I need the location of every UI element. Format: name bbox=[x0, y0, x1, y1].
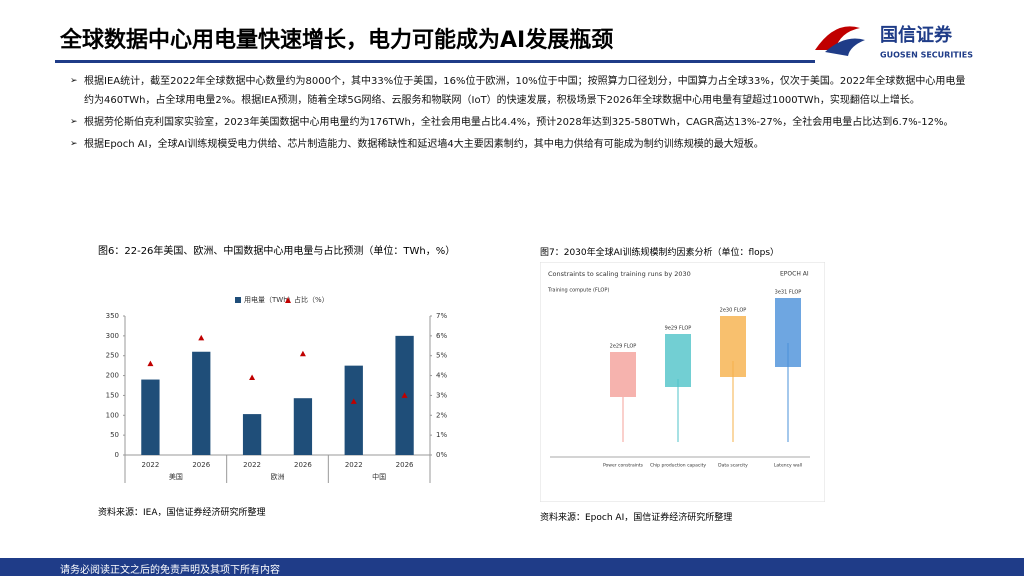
x-tick-label: 2022 bbox=[243, 461, 261, 469]
factor-label: Power constraints bbox=[603, 463, 644, 469]
bar bbox=[344, 365, 363, 455]
y2-tick-label: 7% bbox=[436, 312, 447, 320]
box-label: 3e31 FLOP bbox=[775, 290, 802, 296]
marker bbox=[147, 360, 154, 367]
y2-tick-label: 0% bbox=[436, 451, 447, 459]
footer: 请务必阅读正文之后的免责声明及其项下所有内容 bbox=[60, 565, 280, 576]
fig6-title: 图6：22-26年美国、欧洲、中国数据中心用电量与占比预测（单位：TWh，%） bbox=[98, 246, 456, 257]
marker bbox=[350, 398, 357, 404]
fig7-image: Constraints to scaling training runs by … bbox=[540, 262, 825, 502]
y2-tick-label: 6% bbox=[436, 332, 447, 340]
logo-en: GUOSEN SECURITIES bbox=[880, 51, 973, 60]
y-tick-label: 300 bbox=[106, 332, 119, 340]
x-tick-label: 2022 bbox=[345, 461, 363, 469]
y-tick-label: 0 bbox=[115, 451, 119, 459]
y-tick-label: 50 bbox=[110, 431, 119, 439]
bullets: 根据IEA统计，截至2022年全球数据中心数量约为8000个，其中33%位于美国… bbox=[70, 72, 970, 157]
bar bbox=[242, 414, 262, 455]
legend-label: 用电量（TWh） bbox=[244, 295, 295, 304]
box bbox=[610, 352, 636, 397]
box-label: 9e29 FLOP bbox=[665, 326, 692, 332]
y2-tick-label: 2% bbox=[436, 411, 447, 419]
bullet: 根据Epoch AI，全球AI训练规模受电力供给、芯片制造能力、数据稀缺性和延迟… bbox=[70, 135, 970, 154]
footer-bar bbox=[0, 558, 1024, 576]
x-tick-label: 2022 bbox=[142, 461, 160, 469]
y-tick-label: 250 bbox=[106, 352, 119, 360]
y-tick-label: 100 bbox=[106, 411, 119, 419]
factor-label: Data scarcity bbox=[718, 463, 748, 469]
y2-tick-label: 4% bbox=[436, 372, 447, 380]
slide-title: 全球数据中心用电量快速增长，电力可能成为AI发展瓶颈 bbox=[60, 28, 614, 53]
fig6-source: 资料来源：IEA，国信证券经济研究所整理 bbox=[98, 508, 266, 518]
x-tick-label: 2026 bbox=[192, 461, 210, 469]
x-tick-label: 2026 bbox=[294, 461, 312, 469]
y-tick-label: 350 bbox=[106, 312, 119, 320]
group-label: 中国 bbox=[372, 472, 386, 481]
brand: EPOCH AI bbox=[780, 271, 809, 278]
box-label: 2e30 FLOP bbox=[720, 308, 747, 314]
axis-label: Training compute (FLOP) bbox=[547, 288, 609, 294]
fig7-title: 图7：2030年全球AI训练规模制约因素分析（单位：flops） bbox=[540, 248, 780, 258]
image-title: Constraints to scaling training runs by … bbox=[548, 270, 691, 278]
group-label: 美国 bbox=[169, 472, 183, 481]
x-tick-label: 2026 bbox=[396, 461, 414, 469]
legend-swatch bbox=[235, 297, 241, 303]
y2-tick-label: 5% bbox=[436, 352, 447, 360]
box bbox=[665, 334, 691, 387]
fig7-source: 资料来源：Epoch AI，国信证券经济研究所整理 bbox=[540, 513, 733, 523]
y2-tick-label: 3% bbox=[436, 391, 447, 399]
rule bbox=[55, 60, 815, 63]
legend-swatch bbox=[285, 297, 291, 303]
factor-label: Chip production capacity bbox=[650, 463, 706, 469]
box-label: 2e29 FLOP bbox=[610, 344, 637, 350]
marker bbox=[198, 334, 205, 341]
factor-label: Latency wall bbox=[774, 463, 802, 469]
group-label: 欧洲 bbox=[271, 472, 285, 481]
y-tick-label: 150 bbox=[106, 391, 119, 399]
bar bbox=[293, 398, 313, 455]
y2-tick-label: 1% bbox=[436, 431, 447, 439]
bar bbox=[141, 379, 160, 455]
y-tick-label: 200 bbox=[106, 372, 119, 380]
logo: 国信证券 GUOSEN SECURITIES bbox=[815, 24, 973, 60]
logo-text: 国信证券 bbox=[880, 24, 953, 46]
bullet: 根据劳伦斯伯克利国家实验室，2023年美国数据中心用电量约为176TWh，全社会… bbox=[70, 113, 970, 132]
bullet: 根据IEA统计，截至2022年全球数据中心数量约为8000个，其中33%位于美国… bbox=[70, 72, 970, 110]
marker bbox=[299, 350, 306, 357]
chart: 0 50 100 150 200 250 300 350 0% 1% 2% 3% 4% 5% 6% 7% 美国 欧… bbox=[106, 295, 447, 483]
legend-label: 占比（%） bbox=[294, 295, 329, 304]
marker bbox=[401, 392, 408, 398]
bar bbox=[192, 351, 211, 455]
marker bbox=[249, 374, 256, 381]
